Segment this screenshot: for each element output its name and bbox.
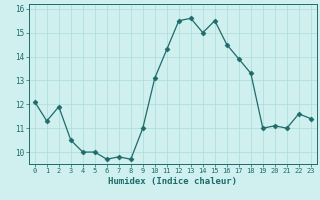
X-axis label: Humidex (Indice chaleur): Humidex (Indice chaleur)	[108, 177, 237, 186]
